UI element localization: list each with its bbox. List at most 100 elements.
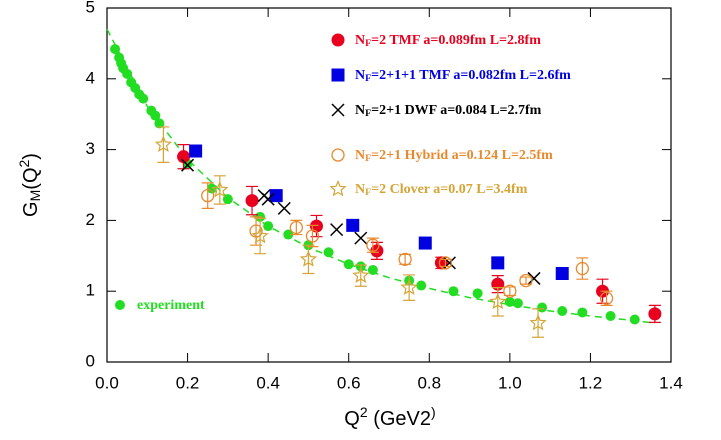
point <box>370 244 384 258</box>
point <box>354 231 368 245</box>
point <box>398 252 412 266</box>
legend-label: experiment <box>137 298 205 313</box>
point <box>251 226 269 244</box>
point <box>599 291 614 305</box>
y-axis-label: GM(Q2) <box>16 153 42 217</box>
point <box>177 150 191 164</box>
fit-line <box>106 28 655 324</box>
point <box>527 271 541 285</box>
point <box>211 180 229 198</box>
point <box>512 298 523 309</box>
point <box>330 223 344 237</box>
legend-label: NF=2 TMF a=0.089fm L=2.8fm <box>355 33 541 49</box>
point <box>416 280 427 291</box>
error-bar <box>302 244 315 275</box>
error-bar <box>201 182 214 209</box>
point <box>537 302 548 313</box>
point <box>555 267 569 280</box>
point <box>110 44 121 55</box>
point <box>504 296 515 307</box>
point <box>261 192 275 206</box>
x-tick-label: 0.2 <box>176 373 200 392</box>
point <box>138 93 149 104</box>
error-bar <box>213 175 226 205</box>
error-bar <box>576 257 589 280</box>
point <box>346 218 360 232</box>
point <box>245 194 259 208</box>
point <box>491 256 505 270</box>
point <box>575 261 590 276</box>
point <box>189 144 203 158</box>
error-bar <box>600 290 613 306</box>
x-tick-label: 0.0 <box>95 373 119 392</box>
point <box>400 278 418 295</box>
y-tick-label: 2 <box>86 210 95 229</box>
error-bar <box>366 237 379 253</box>
point <box>289 220 303 235</box>
y-tick-label: 5 <box>86 0 95 16</box>
error-bar <box>503 286 516 297</box>
legend-marker <box>331 103 345 117</box>
x-tick-label: 1.0 <box>498 373 522 392</box>
error-bar <box>491 287 504 317</box>
point <box>150 110 161 121</box>
point <box>605 310 616 321</box>
point <box>305 229 320 243</box>
point <box>222 194 233 205</box>
x-tick-label: 0.8 <box>417 373 441 392</box>
error-bar <box>157 126 170 163</box>
error-bar <box>290 219 303 236</box>
point <box>269 189 283 203</box>
point <box>366 238 380 252</box>
legend-label: NF=2+1 DWF a=0.084 L=2.7fm <box>355 103 542 119</box>
point <box>489 292 507 310</box>
legend-marker <box>331 33 345 47</box>
legend-marker <box>331 148 345 162</box>
point <box>263 221 274 232</box>
y-tick-label: 0 <box>86 351 95 370</box>
legend-marker <box>331 68 345 82</box>
point <box>181 158 195 172</box>
point <box>277 201 291 215</box>
point <box>448 286 459 297</box>
plot-frame <box>106 7 672 363</box>
point <box>154 135 172 152</box>
y-tick-label: 4 <box>86 68 95 87</box>
point <box>201 188 215 203</box>
legend-marker <box>115 300 125 310</box>
x-tick-label: 0.4 <box>256 373 280 392</box>
legend-label: NF=2 Clover a=0.07 L=3.4fm <box>355 182 528 198</box>
y-tick-label: 3 <box>86 139 95 158</box>
point <box>206 183 217 194</box>
point <box>367 264 378 275</box>
error-bar <box>254 217 267 255</box>
point <box>577 307 588 318</box>
point <box>299 250 318 267</box>
y-tick-label: 1 <box>86 281 95 300</box>
point <box>438 256 453 270</box>
point <box>343 259 354 270</box>
legend-marker <box>329 179 347 197</box>
point <box>472 288 483 299</box>
point <box>283 229 294 240</box>
point <box>154 118 165 129</box>
x-tick-label: 0.6 <box>337 373 361 392</box>
x-tick-label: 1.4 <box>659 373 683 392</box>
error-bar <box>519 276 532 285</box>
point <box>529 314 547 331</box>
point <box>122 68 133 79</box>
point <box>648 307 662 321</box>
error-bar <box>532 308 545 338</box>
point <box>309 219 323 233</box>
point <box>629 314 640 325</box>
legend-label: NF=2+1+1 TMF a=0.082fm L=2.6fm <box>355 68 571 84</box>
point <box>519 273 533 288</box>
x-tick-label: 1.2 <box>579 373 603 392</box>
point <box>503 284 517 298</box>
error-bar <box>439 258 452 268</box>
point <box>352 266 370 283</box>
x-axis-label: Q2 (GeV2) <box>344 404 435 430</box>
legend-label: NF=2+1 Hybrid a=0.124 L=2.5fm <box>355 148 553 164</box>
point <box>323 247 334 258</box>
